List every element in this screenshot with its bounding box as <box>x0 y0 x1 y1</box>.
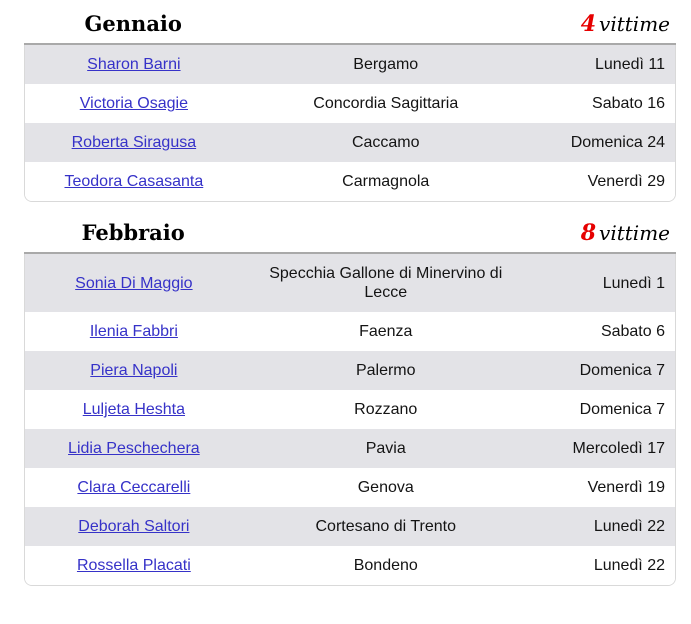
table-row: Teodora Casasanta Carmagnola Venerdì 29 <box>25 162 675 201</box>
victims-page: Gennaio 4 vittime Sharon Barni Bergamo Lu… <box>24 6 676 586</box>
victim-name-link[interactable]: Ilenia Fabbri <box>89 323 178 340</box>
victims-table-body: Sonia Di Maggio Specchia Gallone di Mine… <box>25 254 675 585</box>
victim-name-cell: Luljeta Heshta <box>25 390 243 429</box>
table-row: Lidia Peschechera Pavia Mercoledì 17 <box>25 429 675 468</box>
table-row: Roberta Siragusa Caccamo Domenica 24 <box>25 123 675 162</box>
victim-day: Sabato 16 <box>592 95 665 112</box>
victim-name-link[interactable]: Deborah Saltori <box>78 518 190 535</box>
victim-name-cell: Deborah Saltori <box>25 507 243 546</box>
victim-day: Lunedì 22 <box>593 518 665 535</box>
victim-place: Carmagnola <box>342 173 430 190</box>
victim-name-link[interactable]: Piera Napoli <box>90 362 178 379</box>
victim-name-link[interactable]: Rossella Placati <box>76 557 191 574</box>
victims-count-number: 8 <box>580 220 597 246</box>
victim-place: Caccamo <box>351 134 420 151</box>
victim-name-cell: Clara Ceccarelli <box>25 468 243 507</box>
table-row: Rossella Placati Bondeno Lunedì 22 <box>25 546 675 585</box>
victim-day: Venerdì 19 <box>587 479 665 496</box>
victim-name-link[interactable]: Victoria Osagie <box>79 95 188 112</box>
victim-name-cell: Sharon Barni <box>25 45 243 84</box>
victim-day: Lunedì 22 <box>593 557 665 574</box>
victims-table: Sonia Di Maggio Specchia Gallone di Mine… <box>25 254 675 585</box>
victim-name-link[interactable]: Sharon Barni <box>87 56 181 73</box>
table-row: Sonia Di Maggio Specchia Gallone di Mine… <box>25 254 675 312</box>
table-row: Luljeta Heshta Rozzano Domenica 7 <box>25 390 675 429</box>
victim-name-link[interactable]: Sonia Di Maggio <box>75 274 193 292</box>
month-section: Gennaio 4 vittime Sharon Barni Bergamo Lu… <box>24 6 676 202</box>
victim-place: Concordia Sagittaria <box>313 95 459 112</box>
victim-name-cell: Victoria Osagie <box>25 84 243 123</box>
table-row: Deborah Saltori Cortesano di Trento Lune… <box>25 507 675 546</box>
table-row: Victoria Osagie Concordia Sagittaria Sab… <box>25 84 675 123</box>
victim-name-link[interactable]: Luljeta Heshta <box>82 401 186 418</box>
victim-place: Bergamo <box>353 56 419 73</box>
victim-day: Lunedì 11 <box>595 56 665 73</box>
victim-name-link[interactable]: Teodora Casasanta <box>64 173 204 190</box>
victim-day: Sabato 6 <box>600 323 665 340</box>
victim-day: Domenica 7 <box>579 362 665 379</box>
month-section: Febbraio 8 vittime Sonia Di Maggio Specch… <box>24 215 676 586</box>
victim-name-cell: Roberta Siragusa <box>25 123 243 162</box>
victims-table: Sharon Barni Bergamo Lunedì 11 Victoria … <box>25 45 675 201</box>
victim-place: Genova <box>357 479 414 496</box>
victim-place: Cortesano di Trento <box>315 518 457 535</box>
victim-day: Mercoledì 17 <box>572 440 666 457</box>
victim-name-cell: Sonia Di Maggio <box>25 254 243 312</box>
month-title: Febbraio <box>81 220 185 245</box>
month-header: Febbraio 8 vittime <box>24 215 676 254</box>
victim-day: Domenica 24 <box>570 134 665 151</box>
table-row: Piera Napoli Palermo Domenica 7 <box>25 351 675 390</box>
victim-name-link[interactable]: Roberta Siragusa <box>71 134 197 151</box>
victim-name-cell: Ilenia Fabbri <box>25 312 243 351</box>
victim-place: Bondeno <box>353 557 418 574</box>
month-header: Gennaio 4 vittime <box>24 6 676 45</box>
victim-name-link[interactable]: Clara Ceccarelli <box>77 479 191 496</box>
table-row: Sharon Barni Bergamo Lunedì 11 <box>25 45 675 84</box>
victim-place: Specchia Gallone di Minervino di Lecce <box>269 265 503 301</box>
victims-count: 8 vittime <box>242 220 676 246</box>
table-row: Clara Ceccarelli Genova Venerdì 19 <box>25 468 675 507</box>
victims-count: 4 vittime <box>242 11 676 37</box>
victims-count-number: 4 <box>580 11 597 37</box>
victims-table-wrap: Sharon Barni Bergamo Lunedì 11 Victoria … <box>24 45 676 202</box>
victim-place: Faenza <box>359 323 413 340</box>
victim-day: Lunedì 1 <box>602 274 665 292</box>
victim-place: Palermo <box>355 362 416 379</box>
victim-place: Rozzano <box>354 401 418 418</box>
table-row: Ilenia Fabbri Faenza Sabato 6 <box>25 312 675 351</box>
victim-name-link[interactable]: Lidia Peschechera <box>68 440 200 457</box>
victims-count-label: vittime <box>599 221 670 245</box>
victim-name-cell: Lidia Peschechera <box>25 429 243 468</box>
victim-name-cell: Teodora Casasanta <box>25 162 243 201</box>
month-title: Gennaio <box>84 11 182 36</box>
victims-table-body: Sharon Barni Bergamo Lunedì 11 Victoria … <box>25 45 675 201</box>
victim-name-cell: Piera Napoli <box>25 351 243 390</box>
victim-day: Venerdì 29 <box>587 173 665 190</box>
victim-name-cell: Rossella Placati <box>25 546 243 585</box>
victims-count-label: vittime <box>599 12 670 36</box>
victim-place: Pavia <box>365 440 406 457</box>
victims-table-wrap: Sonia Di Maggio Specchia Gallone di Mine… <box>24 254 676 586</box>
months-list: Gennaio 4 vittime Sharon Barni Bergamo Lu… <box>24 6 676 586</box>
victim-day: Domenica 7 <box>579 401 665 418</box>
